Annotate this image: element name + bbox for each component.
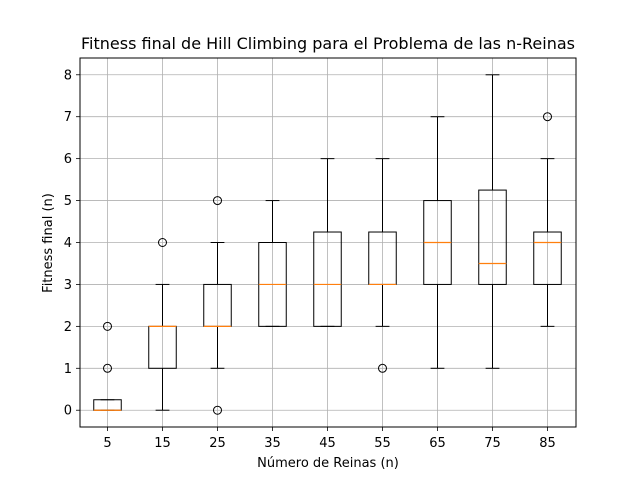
y-tick-label: 4 — [64, 236, 72, 251]
x-tick-label: 55 — [374, 436, 391, 451]
x-axis-label: Número de Reinas (n) — [257, 456, 399, 471]
y-axis-label: Fitness final (n) — [41, 193, 56, 293]
box-iqr — [313, 231, 342, 327]
x-tick-label: 35 — [264, 436, 281, 451]
x-tick-label: 25 — [209, 436, 226, 451]
plot-frame — [79, 57, 577, 428]
outlier-point — [103, 321, 112, 331]
box-group-5 — [93, 321, 122, 411]
box-iqr — [533, 231, 562, 285]
y-tick-label: 1 — [64, 362, 72, 377]
x-tick-label: 65 — [429, 436, 446, 451]
box-group-25 — [203, 196, 232, 415]
box-group-65 — [423, 116, 452, 369]
outlier-point — [378, 363, 387, 373]
y-tick-label: 5 — [64, 194, 72, 209]
y-tick-label: 6 — [64, 152, 72, 167]
box-series — [93, 74, 562, 415]
box-group-55 — [368, 158, 397, 373]
y-tick-label: 0 — [64, 404, 72, 419]
outlier-point — [213, 405, 222, 415]
x-tick-label: 15 — [154, 436, 171, 451]
y-tick-label: 7 — [64, 110, 72, 125]
x-tick-label: 5 — [103, 436, 111, 451]
y-tick-label: 3 — [64, 278, 72, 293]
x-tick-label: 85 — [539, 436, 556, 451]
outlier-point — [543, 112, 552, 122]
outlier-point — [213, 196, 222, 206]
y-tick-label: 8 — [64, 68, 72, 83]
outlier-point — [158, 238, 167, 247]
box-group-15 — [148, 238, 177, 411]
chart-title: Fitness final de Hill Climbing para el P… — [81, 34, 575, 53]
x-tick-label: 45 — [319, 436, 336, 451]
y-tick-label: 2 — [64, 320, 72, 335]
outlier-point — [103, 363, 112, 373]
box-group-75 — [478, 74, 507, 369]
box-group-35 — [258, 200, 287, 327]
box-group-45 — [313, 158, 342, 327]
box-iqr — [478, 189, 507, 285]
x-tick-label: 75 — [484, 436, 501, 451]
box-group-85 — [533, 112, 562, 327]
